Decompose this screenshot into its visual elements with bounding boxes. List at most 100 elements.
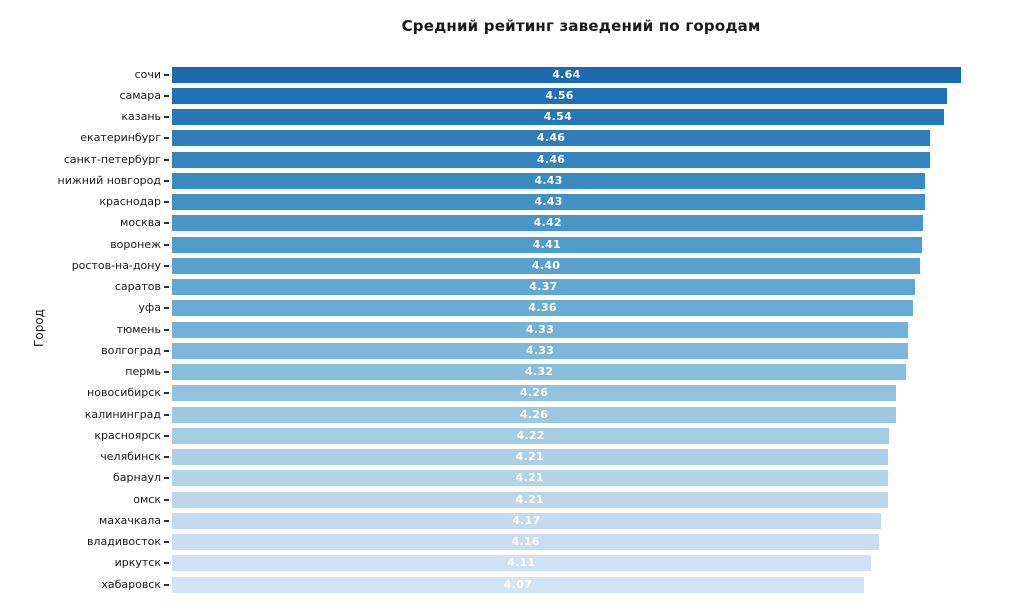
bar: 4.21 xyxy=(172,449,888,465)
bar-value-label: 4.07 xyxy=(503,577,533,591)
bar-row: уфа 4.36 xyxy=(0,300,1024,317)
bar-value-label: 4.16 xyxy=(511,535,540,548)
bar-row: краснодар 4.43 xyxy=(0,194,1024,210)
bar: 4.33 xyxy=(172,342,909,359)
y-tick-mark xyxy=(164,562,169,565)
y-tick-mark xyxy=(164,264,169,267)
y-tick-label: волгоград xyxy=(101,343,161,357)
bar-value-label: 4.17 xyxy=(512,513,541,527)
bar-row: махачкала 4.17 xyxy=(0,512,1024,529)
y-tick-label: омск xyxy=(133,492,161,506)
y-tick-label: барнаул xyxy=(113,471,161,485)
y-tick-mark xyxy=(164,137,169,140)
bar-value-label: 4.22 xyxy=(516,428,545,442)
y-tick-label: санкт-петербург xyxy=(63,152,161,166)
bar: 4.42 xyxy=(172,215,924,232)
bar-value-label: 4.36 xyxy=(528,301,557,315)
bar-row: иркутск 4.11 xyxy=(0,555,1024,572)
bar-row: екатеринбург 4.46 xyxy=(0,130,1024,147)
bar: 4.43 xyxy=(172,172,926,189)
bar: 4.26 xyxy=(172,406,897,423)
bar-value-label: 4.56 xyxy=(545,88,574,102)
y-tick-label: челябинск xyxy=(100,450,161,463)
bar-row: казань 4.54 xyxy=(0,109,1024,125)
bar-row: красноярск 4.22 xyxy=(0,427,1024,444)
bar-value-label: 4.37 xyxy=(529,280,558,293)
bar: 4.41 xyxy=(172,236,922,253)
bar: 4.11 xyxy=(172,555,871,572)
y-tick-label: сочи xyxy=(134,67,161,81)
bar-value-label: 4.42 xyxy=(533,216,562,230)
bar-value-label: 4.33 xyxy=(525,322,555,336)
bar: 4.37 xyxy=(172,279,915,295)
y-tick-label: красноярск xyxy=(94,428,161,442)
y-tick-mark xyxy=(164,158,169,161)
bar: 4.33 xyxy=(172,321,909,338)
y-tick-mark xyxy=(164,286,169,288)
bar: 4.26 xyxy=(172,385,897,402)
bar: 4.54 xyxy=(172,109,944,125)
y-tick-mark xyxy=(164,328,169,331)
y-tick-label: новосибирск xyxy=(87,386,161,400)
y-tick-mark xyxy=(164,349,169,352)
y-tick-mark xyxy=(164,243,169,246)
bar: 4.21 xyxy=(172,470,888,487)
y-tick-mark xyxy=(164,179,169,182)
y-tick-label: калининград xyxy=(84,407,161,421)
y-tick-mark xyxy=(164,371,169,373)
chart-title: Средний рейтинг заведений по городам xyxy=(401,17,761,35)
bar-value-label: 4.64 xyxy=(552,67,581,81)
bar-row: волгоград 4.33 xyxy=(0,342,1024,359)
y-tick-label: тюмень xyxy=(116,322,161,336)
y-tick-label: екатеринбург xyxy=(80,131,161,145)
bar-value-label: 4.21 xyxy=(515,492,545,506)
y-tick-mark xyxy=(164,392,169,395)
y-tick-label: воронеж xyxy=(110,237,161,251)
bar: 4.43 xyxy=(172,194,926,210)
bar-value-label: 4.21 xyxy=(515,450,545,463)
y-tick-label: уфа xyxy=(138,301,161,315)
bar: 4.36 xyxy=(172,300,914,317)
bar: 4.46 xyxy=(172,130,931,147)
bar-row: воронеж 4.41 xyxy=(0,236,1024,253)
bar-row: хабаровск 4.07 xyxy=(0,576,1024,593)
bar-row: новосибирск 4.26 xyxy=(0,385,1024,402)
bar-row: тюмень 4.33 xyxy=(0,321,1024,338)
y-tick-mark xyxy=(164,434,169,437)
bar-value-label: 4.40 xyxy=(531,258,561,272)
y-tick-label: москва xyxy=(120,216,161,230)
y-tick-mark xyxy=(164,222,169,225)
bar-row: нижний новгород 4.43 xyxy=(0,172,1024,189)
bar-value-label: 4.11 xyxy=(507,556,536,570)
y-tick-mark xyxy=(164,201,169,203)
bar-value-label: 4.26 xyxy=(519,407,549,421)
bar-value-label: 4.46 xyxy=(536,131,566,145)
y-tick-label: хабаровск xyxy=(101,577,161,591)
bar-row: владивосток 4.16 xyxy=(0,534,1024,550)
y-tick-mark xyxy=(164,456,169,458)
bar-value-label: 4.46 xyxy=(536,152,566,166)
y-tick-mark xyxy=(164,498,169,501)
bar-row: барнаул 4.21 xyxy=(0,470,1024,487)
bar-value-label: 4.43 xyxy=(534,195,563,208)
y-tick-mark xyxy=(164,519,169,522)
bar: 4.21 xyxy=(172,491,888,508)
bar-row: москва 4.42 xyxy=(0,215,1024,232)
bar: 4.07 xyxy=(172,576,864,593)
bar-row: санкт-петербург 4.46 xyxy=(0,151,1024,168)
y-tick-label: казань xyxy=(121,110,161,123)
y-tick-label: махачкала xyxy=(99,513,161,527)
bar-row: саратов 4.37 xyxy=(0,279,1024,295)
bar: 4.40 xyxy=(172,257,920,274)
bar: 4.56 xyxy=(172,87,948,104)
y-tick-label: самара xyxy=(119,88,161,102)
bar: 4.16 xyxy=(172,534,880,550)
bar-row: ростов-на-дону 4.40 xyxy=(0,257,1024,274)
bar-row: самара 4.56 xyxy=(0,87,1024,104)
y-tick-mark xyxy=(164,477,169,480)
bar-row: омск 4.21 xyxy=(0,491,1024,508)
bar: 4.17 xyxy=(172,512,881,529)
bar-value-label: 4.33 xyxy=(525,343,555,357)
y-tick-mark xyxy=(164,307,169,310)
bar-value-label: 4.41 xyxy=(532,237,562,251)
